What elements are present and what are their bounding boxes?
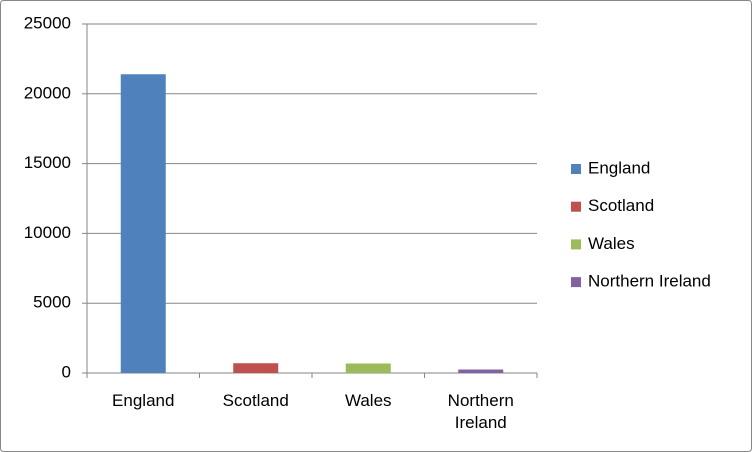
x-tick-label: England xyxy=(112,391,175,410)
bar xyxy=(120,74,166,374)
legend-label: Scotland xyxy=(588,196,654,215)
x-tick-label: Scotland xyxy=(222,391,289,410)
legend-label: Northern Ireland xyxy=(588,272,711,291)
y-tick-label: 15000 xyxy=(24,153,71,172)
legend-swatch xyxy=(571,164,581,174)
x-tick-label: Wales xyxy=(344,391,392,410)
y-tick-label: 20000 xyxy=(24,83,71,102)
x-tick-label: Northern Ireland xyxy=(447,391,514,432)
legend-label: Wales xyxy=(588,234,635,253)
bar xyxy=(233,363,279,373)
y-tick-label: 25000 xyxy=(24,13,71,32)
legend-swatch xyxy=(571,201,581,212)
y-tick-label: 0 xyxy=(62,362,71,381)
y-tick-label: 10000 xyxy=(24,223,71,242)
y-tick-label: 5000 xyxy=(33,293,71,312)
legend-label: England xyxy=(588,158,650,177)
legend-swatch xyxy=(571,239,581,250)
bar xyxy=(345,363,391,373)
bar xyxy=(458,369,504,373)
legend-swatch xyxy=(571,277,581,288)
